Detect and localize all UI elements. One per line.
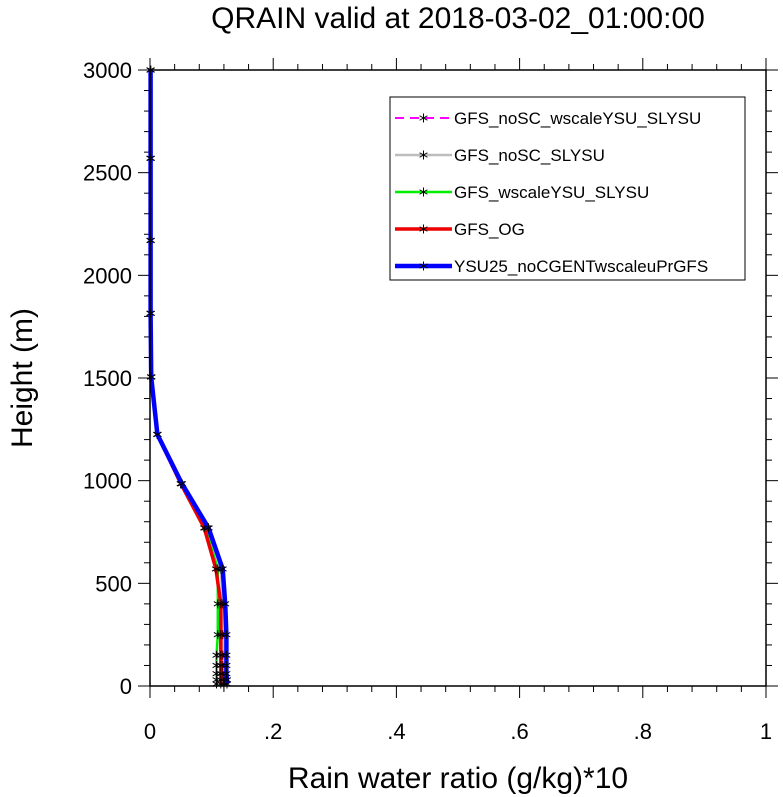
y-tick-label: 1000: [83, 469, 132, 494]
series-5-marker: [222, 660, 231, 670]
series-5-marker: [204, 523, 213, 533]
plot-lines: [146, 65, 232, 689]
legend-label-3: GFS_wscaleYSU_SLYSU: [454, 183, 649, 202]
legend-label-5: YSU25_noCGENTwscaleuPrGFS: [454, 257, 708, 276]
x-tick-label: .6: [510, 719, 528, 744]
series-5-marker: [218, 564, 227, 574]
series-5-marker: [147, 372, 156, 382]
x-tick-label: 0: [144, 719, 156, 744]
series-4-marker: [211, 564, 221, 574]
series-5-marker: [222, 650, 231, 660]
y-tick-label: 0: [120, 674, 132, 699]
series-line-4: [148, 70, 223, 684]
y-axis-label: Height (m): [6, 308, 39, 448]
series-line-1: [149, 70, 225, 684]
axis-ticks: [138, 58, 778, 698]
series-5-marker: [222, 630, 231, 640]
x-tick-label: 1: [760, 719, 772, 744]
y-tick-label: 2000: [83, 263, 132, 288]
series-5-marker: [177, 479, 187, 489]
legend-marker-2: [419, 150, 428, 160]
y-tick-label: 1500: [83, 366, 132, 391]
series-5-marker: [153, 429, 162, 439]
x-tick-label: .8: [634, 719, 652, 744]
legend-marker-3: [419, 187, 428, 197]
y-tick-label: 3000: [83, 58, 132, 83]
series-line-2: [149, 70, 226, 684]
series-5-marker: [221, 599, 230, 609]
series-5-marker: [222, 675, 232, 685]
y-tick-label: 500: [95, 571, 132, 596]
series-line-3: [149, 70, 220, 684]
legend: GFS_noSC_wscaleYSU_SLYSU GFS_noSC_SLYSU GF…: [389, 96, 746, 281]
plot-frame: [149, 69, 767, 687]
y-tick-label: 2500: [83, 161, 132, 186]
series-line-5: [148, 70, 230, 684]
series-5-marker: [222, 669, 231, 679]
tick-labels: 0 500 1000 1500 2000 2500 3000 0 .2 .4 .6 .8 1: [83, 58, 772, 744]
legend-marker-4: [419, 224, 428, 234]
legend-label-4: GFS_OG: [454, 220, 525, 239]
x-tick-label: .4: [387, 719, 405, 744]
x-tick-label: .2: [264, 719, 282, 744]
chart-title: QRAIN valid at 2018-03-02_01:00:00: [211, 2, 705, 35]
x-axis-label: Rain water ratio (g/kg)*10: [288, 762, 628, 795]
legend-label-1: GFS_noSC_wscaleYSU_SLYSU: [454, 109, 701, 128]
legend-marker-1: [419, 113, 428, 123]
legend-marker-5: [419, 261, 428, 271]
legend-box: [389, 96, 746, 281]
legend-label-2: GFS_noSC_SLYSU: [454, 146, 605, 165]
